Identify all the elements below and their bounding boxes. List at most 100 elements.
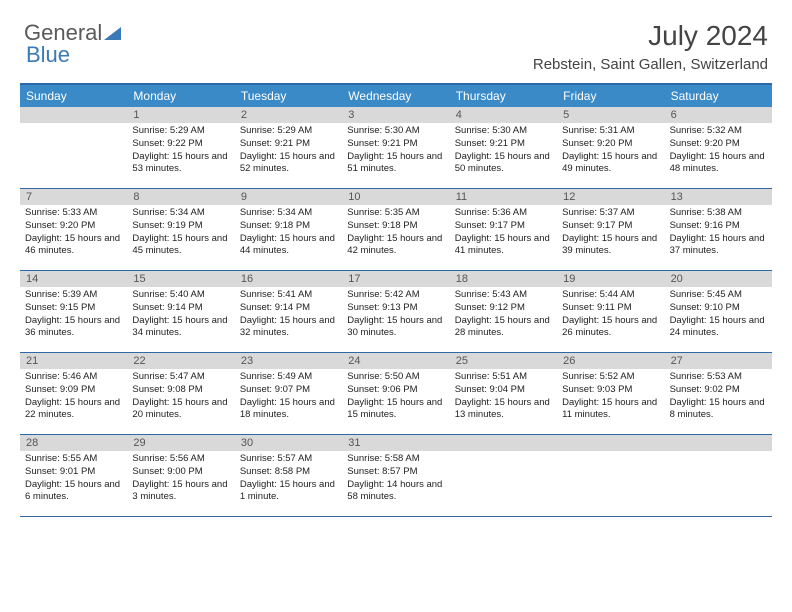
- calendar-cell: 12Sunrise: 5:37 AM Sunset: 9:17 PM Dayli…: [557, 189, 664, 270]
- day-details: Sunrise: 5:35 AM Sunset: 9:18 PM Dayligh…: [342, 205, 449, 261]
- day-details: Sunrise: 5:41 AM Sunset: 9:14 PM Dayligh…: [235, 287, 342, 343]
- calendar-cell: 3Sunrise: 5:30 AM Sunset: 9:21 PM Daylig…: [342, 107, 449, 188]
- week-row: 7Sunrise: 5:33 AM Sunset: 9:20 PM Daylig…: [20, 189, 772, 271]
- calendar-cell: 19Sunrise: 5:44 AM Sunset: 9:11 PM Dayli…: [557, 271, 664, 352]
- empty-day-header: [450, 435, 557, 451]
- day-details: Sunrise: 5:43 AM Sunset: 9:12 PM Dayligh…: [450, 287, 557, 343]
- day-details: Sunrise: 5:31 AM Sunset: 9:20 PM Dayligh…: [557, 123, 664, 179]
- day-number: 14: [20, 271, 127, 287]
- day-details: Sunrise: 5:42 AM Sunset: 9:13 PM Dayligh…: [342, 287, 449, 343]
- calendar-cell: 20Sunrise: 5:45 AM Sunset: 9:10 PM Dayli…: [665, 271, 772, 352]
- day-number: 17: [342, 271, 449, 287]
- day-number: 28: [20, 435, 127, 451]
- month-title: July 2024: [533, 20, 768, 52]
- calendar-cell: 6Sunrise: 5:32 AM Sunset: 9:20 PM Daylig…: [665, 107, 772, 188]
- day-details: Sunrise: 5:39 AM Sunset: 9:15 PM Dayligh…: [20, 287, 127, 343]
- calendar-cell: 1Sunrise: 5:29 AM Sunset: 9:22 PM Daylig…: [127, 107, 234, 188]
- day-number: 27: [665, 353, 772, 369]
- weekday-wednesday: Wednesday: [342, 85, 449, 107]
- calendar-cell: 4Sunrise: 5:30 AM Sunset: 9:21 PM Daylig…: [450, 107, 557, 188]
- title-block: July 2024 Rebstein, Saint Gallen, Switze…: [533, 20, 768, 73]
- weekday-tuesday: Tuesday: [235, 85, 342, 107]
- day-number: 15: [127, 271, 234, 287]
- calendar-cell: 9Sunrise: 5:34 AM Sunset: 9:18 PM Daylig…: [235, 189, 342, 270]
- day-number: 11: [450, 189, 557, 205]
- day-details: Sunrise: 5:40 AM Sunset: 9:14 PM Dayligh…: [127, 287, 234, 343]
- day-number: 26: [557, 353, 664, 369]
- calendar-cell: 2Sunrise: 5:29 AM Sunset: 9:21 PM Daylig…: [235, 107, 342, 188]
- calendar-cell: 21Sunrise: 5:46 AM Sunset: 9:09 PM Dayli…: [20, 353, 127, 434]
- empty-day-header: [665, 435, 772, 451]
- day-number: 1: [127, 107, 234, 123]
- calendar-cell: 28Sunrise: 5:55 AM Sunset: 9:01 PM Dayli…: [20, 435, 127, 516]
- day-number: 30: [235, 435, 342, 451]
- day-number: 10: [342, 189, 449, 205]
- day-details: Sunrise: 5:44 AM Sunset: 9:11 PM Dayligh…: [557, 287, 664, 343]
- day-details: Sunrise: 5:37 AM Sunset: 9:17 PM Dayligh…: [557, 205, 664, 261]
- day-number: 29: [127, 435, 234, 451]
- day-number: 22: [127, 353, 234, 369]
- calendar-cell: 5Sunrise: 5:31 AM Sunset: 9:20 PM Daylig…: [557, 107, 664, 188]
- day-details: Sunrise: 5:36 AM Sunset: 9:17 PM Dayligh…: [450, 205, 557, 261]
- day-number: 8: [127, 189, 234, 205]
- header: General July 2024 Rebstein, Saint Gallen…: [0, 0, 792, 77]
- day-details: Sunrise: 5:29 AM Sunset: 9:21 PM Dayligh…: [235, 123, 342, 179]
- day-number: 24: [342, 353, 449, 369]
- empty-day-header: [557, 435, 664, 451]
- week-row: 14Sunrise: 5:39 AM Sunset: 9:15 PM Dayli…: [20, 271, 772, 353]
- empty-day-header: [20, 107, 127, 123]
- calendar-cell: 14Sunrise: 5:39 AM Sunset: 9:15 PM Dayli…: [20, 271, 127, 352]
- calendar-cell: [557, 435, 664, 516]
- calendar: Sunday Monday Tuesday Wednesday Thursday…: [20, 83, 772, 517]
- day-details: Sunrise: 5:34 AM Sunset: 9:18 PM Dayligh…: [235, 205, 342, 261]
- weeks-container: 1Sunrise: 5:29 AM Sunset: 9:22 PM Daylig…: [20, 107, 772, 517]
- calendar-cell: 17Sunrise: 5:42 AM Sunset: 9:13 PM Dayli…: [342, 271, 449, 352]
- day-number: 31: [342, 435, 449, 451]
- weekday-sunday: Sunday: [20, 85, 127, 107]
- day-details: Sunrise: 5:49 AM Sunset: 9:07 PM Dayligh…: [235, 369, 342, 425]
- calendar-cell: 30Sunrise: 5:57 AM Sunset: 8:58 PM Dayli…: [235, 435, 342, 516]
- day-details: Sunrise: 5:56 AM Sunset: 9:00 PM Dayligh…: [127, 451, 234, 507]
- calendar-cell: 31Sunrise: 5:58 AM Sunset: 8:57 PM Dayli…: [342, 435, 449, 516]
- day-number: 18: [450, 271, 557, 287]
- day-details: Sunrise: 5:30 AM Sunset: 9:21 PM Dayligh…: [450, 123, 557, 179]
- day-number: 2: [235, 107, 342, 123]
- weekday-saturday: Saturday: [665, 85, 772, 107]
- calendar-cell: 15Sunrise: 5:40 AM Sunset: 9:14 PM Dayli…: [127, 271, 234, 352]
- calendar-cell: [665, 435, 772, 516]
- calendar-cell: 26Sunrise: 5:52 AM Sunset: 9:03 PM Dayli…: [557, 353, 664, 434]
- day-details: Sunrise: 5:30 AM Sunset: 9:21 PM Dayligh…: [342, 123, 449, 179]
- calendar-cell: 24Sunrise: 5:50 AM Sunset: 9:06 PM Dayli…: [342, 353, 449, 434]
- calendar-cell: 22Sunrise: 5:47 AM Sunset: 9:08 PM Dayli…: [127, 353, 234, 434]
- day-details: Sunrise: 5:32 AM Sunset: 9:20 PM Dayligh…: [665, 123, 772, 179]
- day-number: 23: [235, 353, 342, 369]
- day-details: Sunrise: 5:29 AM Sunset: 9:22 PM Dayligh…: [127, 123, 234, 179]
- calendar-cell: 18Sunrise: 5:43 AM Sunset: 9:12 PM Dayli…: [450, 271, 557, 352]
- day-details: Sunrise: 5:53 AM Sunset: 9:02 PM Dayligh…: [665, 369, 772, 425]
- day-number: 9: [235, 189, 342, 205]
- day-details: Sunrise: 5:33 AM Sunset: 9:20 PM Dayligh…: [20, 205, 127, 261]
- calendar-cell: [20, 107, 127, 188]
- calendar-cell: 7Sunrise: 5:33 AM Sunset: 9:20 PM Daylig…: [20, 189, 127, 270]
- day-number: 13: [665, 189, 772, 205]
- calendar-cell: 8Sunrise: 5:34 AM Sunset: 9:19 PM Daylig…: [127, 189, 234, 270]
- day-number: 21: [20, 353, 127, 369]
- day-details: Sunrise: 5:58 AM Sunset: 8:57 PM Dayligh…: [342, 451, 449, 507]
- day-details: Sunrise: 5:57 AM Sunset: 8:58 PM Dayligh…: [235, 451, 342, 507]
- day-details: Sunrise: 5:45 AM Sunset: 9:10 PM Dayligh…: [665, 287, 772, 343]
- calendar-cell: 16Sunrise: 5:41 AM Sunset: 9:14 PM Dayli…: [235, 271, 342, 352]
- day-details: Sunrise: 5:38 AM Sunset: 9:16 PM Dayligh…: [665, 205, 772, 261]
- calendar-cell: 27Sunrise: 5:53 AM Sunset: 9:02 PM Dayli…: [665, 353, 772, 434]
- weekday-header-row: Sunday Monday Tuesday Wednesday Thursday…: [20, 85, 772, 107]
- day-details: Sunrise: 5:55 AM Sunset: 9:01 PM Dayligh…: [20, 451, 127, 507]
- day-number: 4: [450, 107, 557, 123]
- day-number: 25: [450, 353, 557, 369]
- day-details: Sunrise: 5:47 AM Sunset: 9:08 PM Dayligh…: [127, 369, 234, 425]
- day-details: Sunrise: 5:34 AM Sunset: 9:19 PM Dayligh…: [127, 205, 234, 261]
- day-number: 3: [342, 107, 449, 123]
- day-details: Sunrise: 5:46 AM Sunset: 9:09 PM Dayligh…: [20, 369, 127, 425]
- calendar-cell: 29Sunrise: 5:56 AM Sunset: 9:00 PM Dayli…: [127, 435, 234, 516]
- day-number: 19: [557, 271, 664, 287]
- week-row: 21Sunrise: 5:46 AM Sunset: 9:09 PM Dayli…: [20, 353, 772, 435]
- day-details: Sunrise: 5:50 AM Sunset: 9:06 PM Dayligh…: [342, 369, 449, 425]
